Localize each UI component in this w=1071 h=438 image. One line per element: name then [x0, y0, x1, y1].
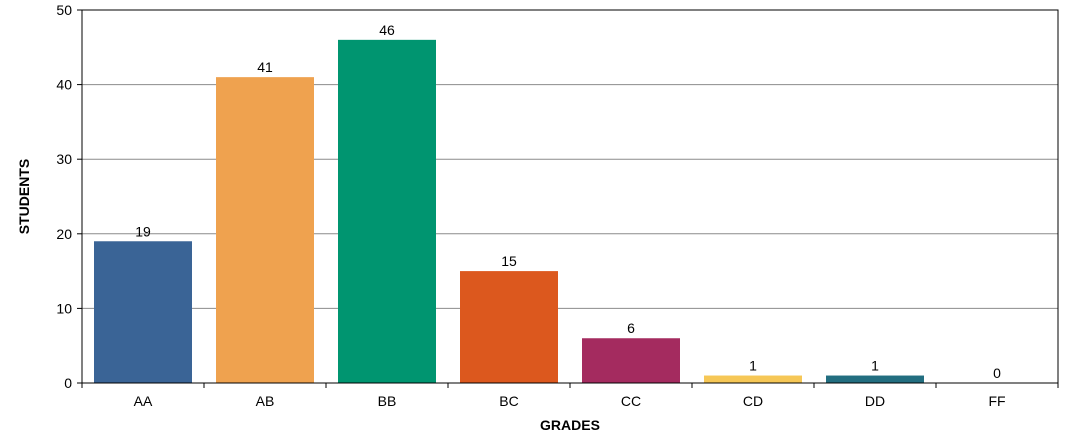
- x-tick-label-ff: FF: [988, 393, 1005, 409]
- bar-ab: [216, 77, 314, 383]
- y-tick-label: 20: [56, 226, 72, 242]
- y-axis-ticks: 0 10 20 30 40 50: [56, 2, 82, 391]
- data-label-ff: 0: [993, 365, 1001, 381]
- y-tick-label: 40: [56, 77, 72, 93]
- data-label-cd: 1: [749, 358, 757, 374]
- x-tick-label-bb: BB: [378, 393, 397, 409]
- bar-cc: [582, 338, 680, 383]
- data-label-cc: 6: [627, 320, 635, 336]
- data-labels: 19 41 46 15 6 1 1 0: [135, 22, 1001, 381]
- bar-aa: [94, 241, 192, 383]
- x-axis-title: GRADES: [540, 417, 600, 433]
- data-label-dd: 1: [871, 358, 879, 374]
- x-tick-label-cd: CD: [743, 393, 763, 409]
- data-label-aa: 19: [135, 223, 151, 239]
- data-label-bb: 46: [379, 22, 395, 38]
- y-axis-title: STUDENTS: [16, 159, 32, 234]
- bar-bb: [338, 39, 436, 384]
- bars: [94, 39, 924, 384]
- y-tick-label: 50: [56, 2, 72, 18]
- bar-dd: [826, 375, 924, 383]
- x-tick-label-dd: DD: [865, 393, 885, 409]
- x-tick-label-bc: BC: [499, 393, 518, 409]
- x-tick-label-cc: CC: [621, 393, 641, 409]
- y-tick-label: 10: [56, 300, 72, 316]
- y-tick-label: 0: [64, 375, 72, 391]
- y-tick-label: 30: [56, 151, 72, 167]
- bar-cd: [704, 375, 802, 383]
- data-label-ab: 41: [257, 59, 273, 75]
- bar-bc: [460, 271, 558, 383]
- x-tick-label-ab: AB: [256, 393, 275, 409]
- x-axis-ticks: AA AB BB BC CC CD DD FF: [81, 383, 1059, 409]
- data-label-bc: 15: [501, 253, 517, 269]
- x-tick-label-aa: AA: [134, 393, 153, 409]
